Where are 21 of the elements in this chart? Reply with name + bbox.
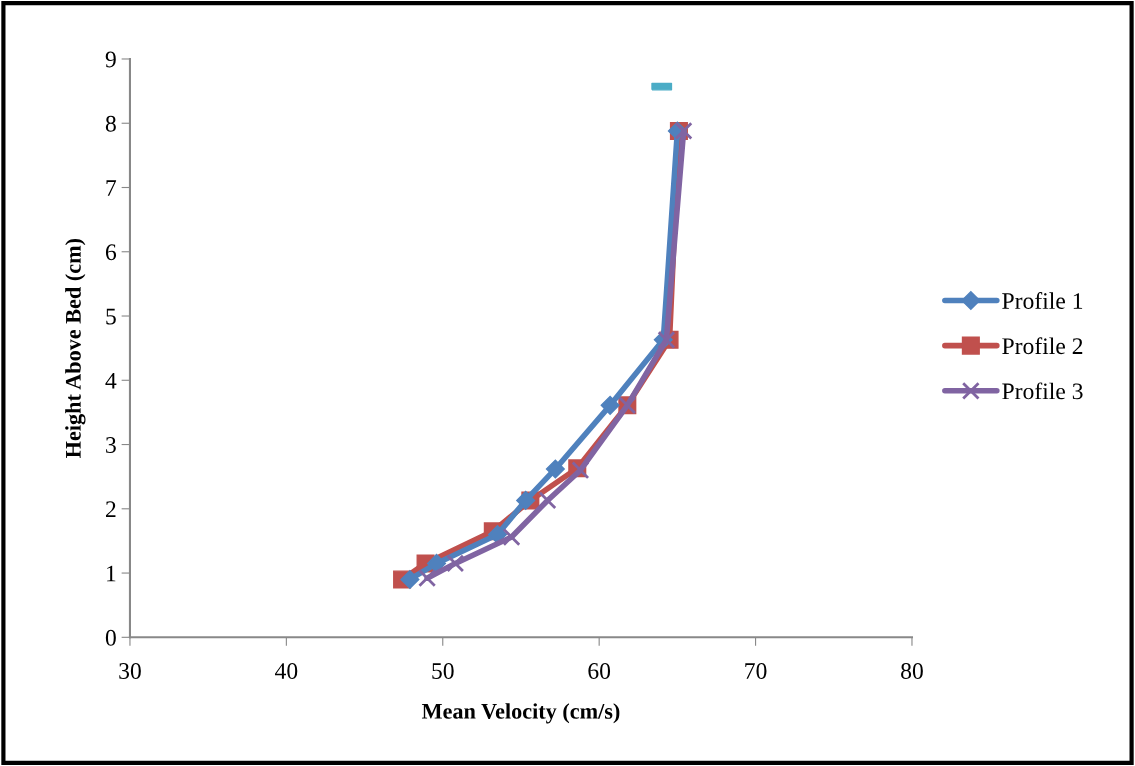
- y-tick-label: 7: [106, 180, 117, 196]
- y-tick-label: 4: [105, 372, 117, 389]
- y-tick-label: 6: [105, 244, 117, 261]
- y-tick-label: 1: [107, 565, 116, 582]
- x-tick-label: 60: [588, 662, 611, 679]
- y-tick-label: 9: [105, 51, 116, 68]
- y-tick-label: 3: [106, 437, 116, 453]
- y-tick-label: 8: [105, 115, 116, 132]
- x-tick-label: 80: [901, 662, 923, 679]
- y-axis-title: Height Above Bed (cm): [65, 238, 86, 458]
- x-tick-label: 50: [432, 662, 454, 679]
- x-tick-label: 70: [745, 662, 767, 679]
- y-tick-label: 2: [105, 501, 116, 517]
- legend-label: Profile 2: [1002, 337, 1083, 355]
- legend-label: Profile 3: [1002, 382, 1083, 400]
- x-tick-label: 30: [119, 662, 141, 679]
- y-tick-label: 5: [106, 308, 116, 325]
- legend-label: Profile 1: [1002, 292, 1083, 309]
- y-tick-label: 0: [105, 629, 116, 646]
- x-axis-title: Mean Velocity (cm/s): [421, 703, 620, 724]
- x-tick-label: 40: [275, 662, 298, 679]
